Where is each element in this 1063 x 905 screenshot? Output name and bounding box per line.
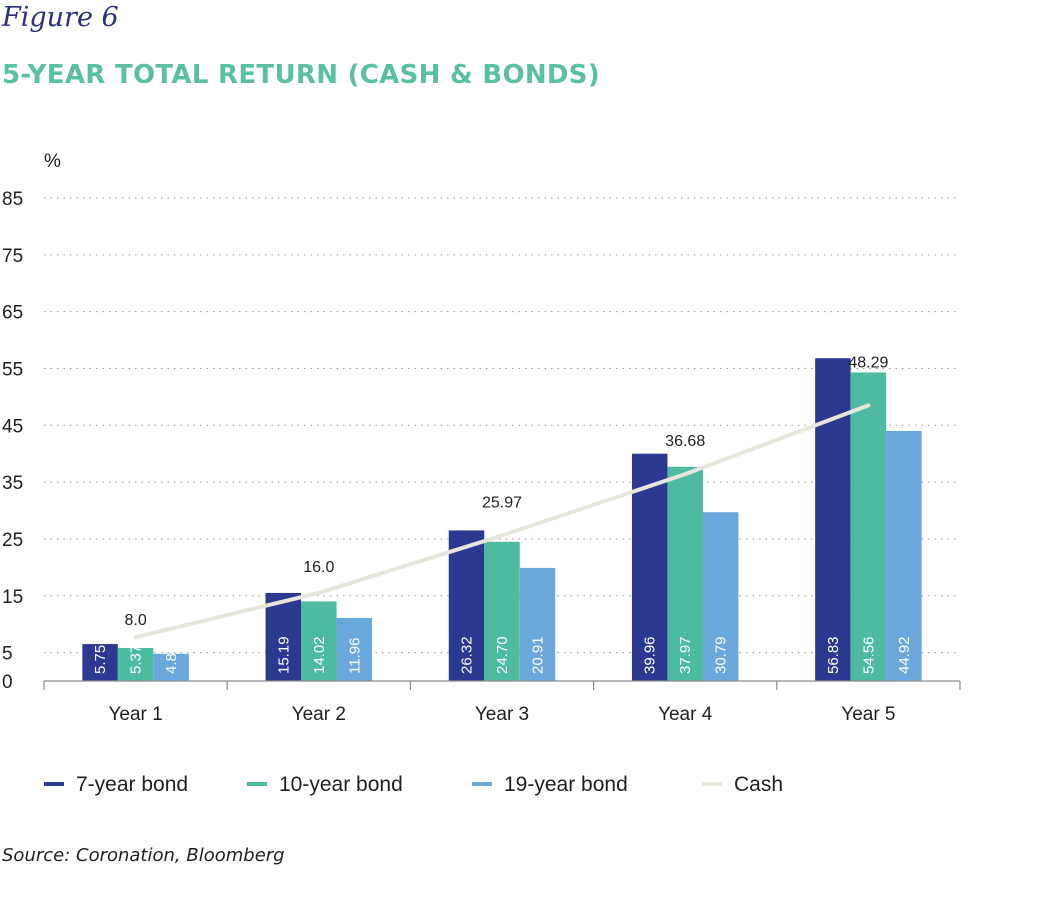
bar — [702, 512, 739, 681]
bar — [153, 653, 189, 681]
bar — [117, 648, 154, 681]
source-note: Source: Coronation, Bloomberg — [2, 845, 285, 866]
bar-value-label: 56.83 — [825, 636, 842, 674]
bar-value-label: 37.97 — [677, 636, 694, 674]
figure-label: Figure 6 — [2, 2, 119, 33]
legend-label: Cash — [734, 773, 783, 796]
bar-value-label: 15.19 — [275, 636, 292, 674]
legend-label: 19-year bond — [504, 773, 628, 796]
bar-value-label: 54.56 — [860, 636, 877, 674]
cash-value-label: 48.29 — [848, 354, 888, 371]
x-tick-label: Year 1 — [108, 704, 162, 725]
bar — [484, 541, 520, 681]
y-tick-label: 0 — [2, 672, 13, 693]
bar-value-label: 24.70 — [494, 636, 511, 674]
bar — [886, 430, 922, 681]
bar-value-label: 20.91 — [530, 636, 547, 674]
bar — [850, 372, 887, 681]
y-tick-label: 65 — [2, 303, 23, 324]
bar-value-label: 26.32 — [459, 636, 476, 674]
y-tick-label: 75 — [2, 246, 23, 267]
y-tick-label: 25 — [2, 530, 23, 551]
legend-item: 19-year bond — [472, 773, 628, 796]
legend-swatch — [44, 782, 64, 786]
y-axis-unit: % — [44, 151, 61, 172]
x-tick-label: Year 5 — [841, 704, 895, 725]
x-tick-label: Year 2 — [292, 704, 346, 725]
cash-value-label: 16.0 — [303, 559, 334, 576]
x-tick-label: Year 3 — [475, 704, 529, 725]
cash-value-label: 8.0 — [124, 612, 146, 629]
y-tick-label: 35 — [2, 473, 23, 494]
chart-title: 5-YEAR TOTAL RETURN (CASH & BONDS) — [2, 60, 601, 90]
legend-item: 7-year bond — [44, 773, 188, 796]
bar — [519, 567, 556, 681]
bar — [82, 644, 118, 681]
cash-line — [133, 403, 871, 640]
legend-swatch — [472, 782, 492, 786]
y-tick-label: 55 — [2, 359, 23, 380]
bar-value-label: 44.92 — [896, 636, 913, 674]
cash-value-label: 25.97 — [482, 495, 522, 512]
bar — [815, 358, 851, 681]
bar-value-label: 5.37 — [128, 645, 145, 674]
bar — [448, 530, 485, 681]
bar-value-label: 30.79 — [713, 636, 730, 674]
y-tick-label: 5 — [2, 644, 13, 665]
bar-value-label: 11.96 — [346, 638, 363, 674]
bar — [667, 466, 703, 681]
legend-label: 7-year bond — [76, 773, 188, 796]
bar — [265, 592, 302, 681]
legend-item: Cash — [702, 773, 783, 796]
y-tick-label: 15 — [2, 587, 23, 608]
legend-swatch — [247, 782, 267, 786]
y-tick-label: 45 — [2, 416, 23, 437]
cash-value-label: 36.68 — [665, 433, 705, 450]
legend-label: 10-year bond — [279, 773, 403, 796]
legend-item: 10-year bond — [247, 773, 403, 796]
x-tick-label: Year 4 — [658, 704, 713, 725]
y-tick-label: 85 — [2, 189, 23, 210]
legend-swatch — [702, 782, 722, 786]
bar-value-label: 4.81 — [163, 645, 180, 674]
bar-value-label: 39.96 — [642, 636, 659, 674]
bar — [301, 601, 337, 681]
bar-value-label: 5.75 — [92, 645, 109, 674]
bar — [336, 617, 373, 681]
bar-value-label: 14.02 — [311, 636, 328, 674]
